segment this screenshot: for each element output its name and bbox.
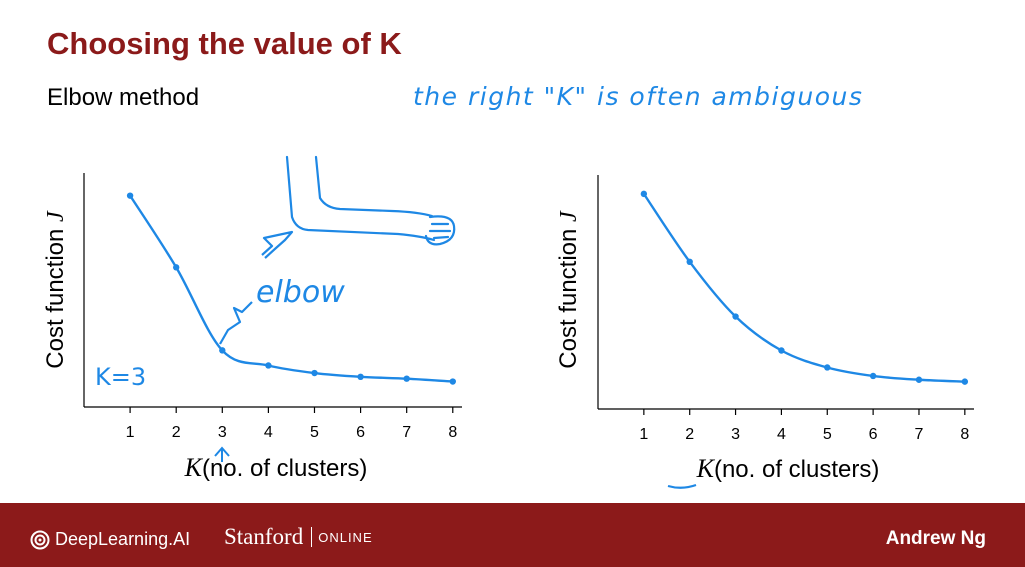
data-point xyxy=(732,313,739,320)
data-point xyxy=(172,264,180,271)
elbow-arm-sketch xyxy=(285,155,456,246)
x-tick-label: 4 xyxy=(777,426,786,443)
charts-canvas: Cost function J K(no. of clusters) elbow… xyxy=(42,155,974,489)
arrow-to-elbow xyxy=(219,301,253,345)
x-tick-label: 6 xyxy=(869,426,878,443)
data-point xyxy=(219,347,226,354)
deeplearning-name: DeepLearning.AI xyxy=(55,529,191,549)
arrow-under-k3 xyxy=(214,446,230,462)
author-name: Andrew Ng xyxy=(885,528,986,549)
x-tick-label: 8 xyxy=(960,426,969,443)
x-tick-label: 1 xyxy=(126,424,135,441)
k-equals-label: K=3 xyxy=(95,363,146,391)
x-tick-label: 1 xyxy=(639,426,648,443)
chart-left: Cost function J K(no. of clusters) elbow… xyxy=(42,155,462,482)
slide-title: Choosing the value of K xyxy=(47,26,402,61)
arrow-to-arm xyxy=(261,230,294,259)
x-tick-label: 3 xyxy=(218,424,227,441)
y-axis-label-left: Cost function J xyxy=(42,210,69,369)
data-point xyxy=(357,373,364,381)
x-axis-label-right: K(no. of clusters) xyxy=(696,454,880,483)
deeplearning-logo: DeepLearning.AI xyxy=(30,529,190,550)
x-tick-label: 6 xyxy=(356,424,365,441)
stanford-online: ONLINE xyxy=(318,529,373,545)
deeplearning-icon xyxy=(30,530,50,549)
data-point xyxy=(403,375,410,382)
x-tick-label: 7 xyxy=(915,426,924,443)
x-axis-label-left: K(no. of clusters) xyxy=(184,453,368,482)
chart-right: Cost function J K(no. of clusters) 1 2 3 4 5… xyxy=(555,175,974,489)
cost-curve xyxy=(642,193,965,383)
slide-subtitle: Elbow method xyxy=(47,84,200,111)
data-point xyxy=(824,364,831,371)
k-underline xyxy=(667,483,697,489)
x-tick-label: 2 xyxy=(685,426,694,443)
stanford-divider xyxy=(311,527,313,547)
x-tick-label: 7 xyxy=(402,424,411,441)
x-tick-label: 8 xyxy=(448,424,457,441)
data-point xyxy=(449,378,456,385)
data-point xyxy=(686,258,693,266)
data-point xyxy=(869,372,877,380)
y-axis-label-right: Cost function J xyxy=(555,210,582,369)
data-point xyxy=(311,369,318,377)
data-point xyxy=(640,190,648,198)
handwritten-note: the right "K" is often ambiguous xyxy=(413,82,864,111)
data-point xyxy=(915,376,923,383)
elbow-label: elbow xyxy=(256,275,345,310)
stanford-name: Stanford xyxy=(224,524,304,549)
data-point xyxy=(265,362,272,369)
x-tick-label: 5 xyxy=(310,424,319,441)
x-tick-label: 3 xyxy=(731,426,740,443)
x-tick-label: 5 xyxy=(823,426,832,443)
data-point xyxy=(778,347,785,354)
x-tick-label: 4 xyxy=(264,424,273,441)
stanford-logo: Stanford ONLINE xyxy=(224,524,373,550)
data-point xyxy=(961,378,969,385)
x-tick-label: 2 xyxy=(172,424,181,441)
data-point xyxy=(126,192,134,199)
footer-bar: DeepLearning.AI Stanford ONLINE Andrew N… xyxy=(0,503,1025,567)
